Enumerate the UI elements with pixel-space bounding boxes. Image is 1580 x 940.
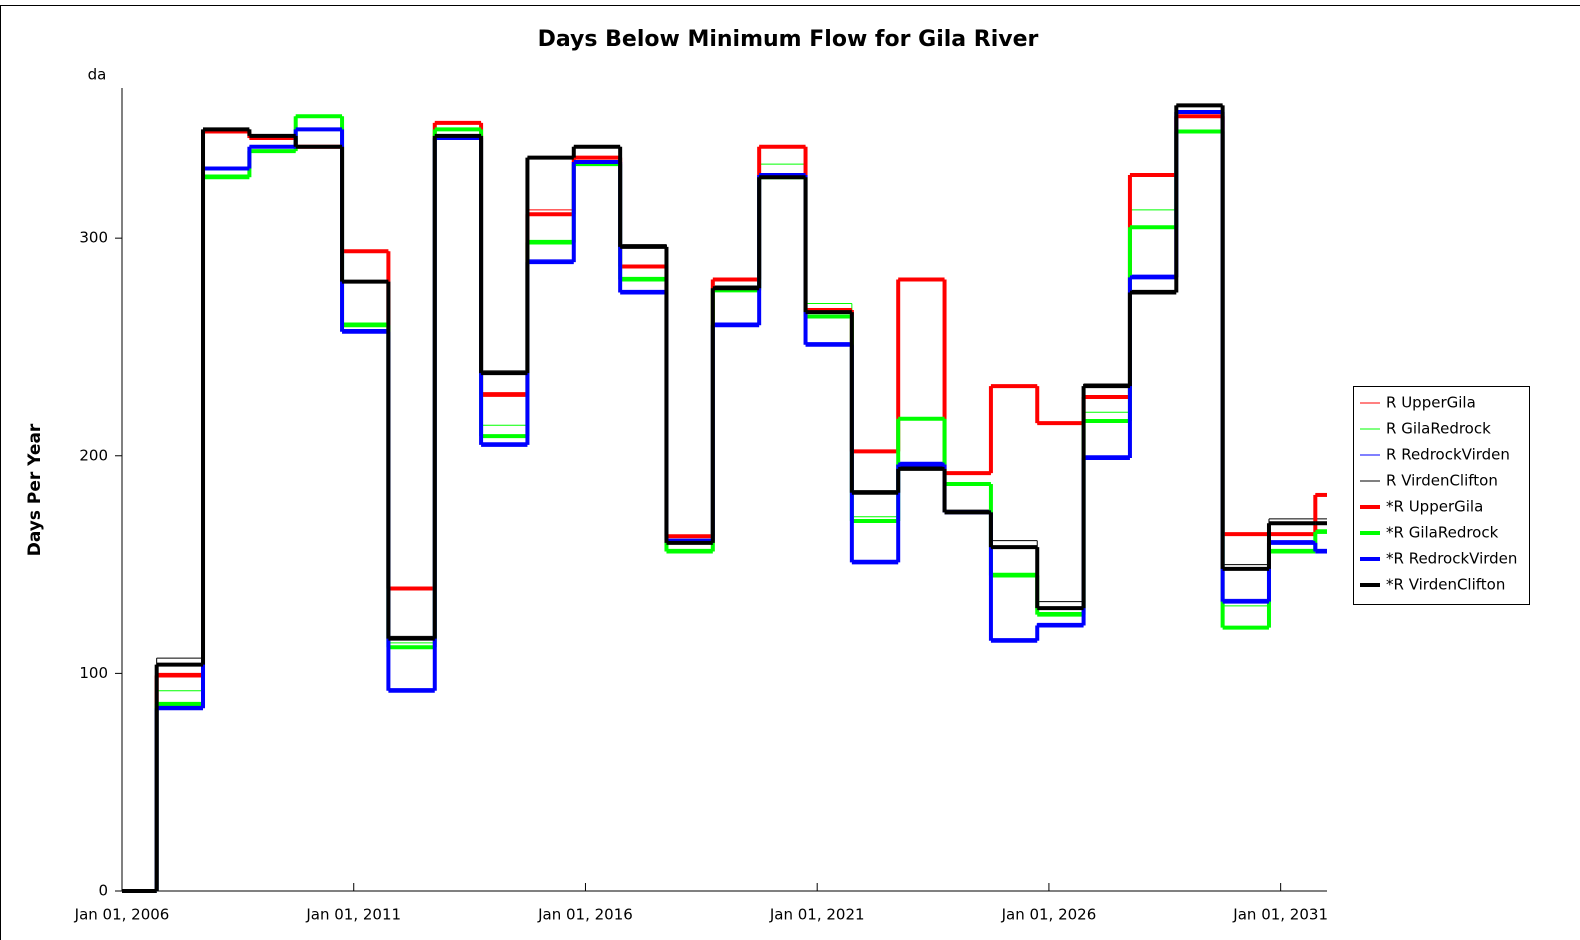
legend-label: *R RedrockVirden	[1386, 550, 1517, 568]
y-axis-label: Days Per Year	[25, 423, 45, 556]
legend-label: R RedrockVirden	[1386, 446, 1510, 464]
x-tick-label: Jan 01, 2016	[537, 906, 633, 924]
y-tick-label: 100	[79, 664, 108, 682]
frame	[0, 5, 1580, 940]
legend-label: R GilaRedrock	[1386, 420, 1491, 438]
y-tick-label: 200	[79, 446, 108, 464]
legend-label: *R GilaRedrock	[1386, 524, 1499, 542]
legend-label: R VirdenClifton	[1386, 472, 1498, 490]
x-tick-label: Jan 01, 2011	[305, 906, 401, 924]
chart-title: Days Below Minimum Flow for Gila River	[538, 27, 1039, 52]
legend-label: *R VirdenClifton	[1386, 576, 1505, 594]
y-tick-label: 300	[79, 229, 108, 247]
y-unit: da	[88, 66, 107, 84]
legend-label: R UpperGila	[1386, 394, 1476, 412]
x-tick-label: Jan 01, 2026	[1001, 906, 1097, 924]
legend-label: *R UpperGila	[1386, 498, 1483, 516]
legend-box	[1353, 386, 1530, 605]
x-tick-label: Jan 01, 2031	[1232, 906, 1328, 924]
y-tick-label: 0	[98, 882, 108, 900]
x-tick-label: Jan 01, 2021	[769, 906, 865, 924]
x-tick-label: Jan 01, 2006	[74, 906, 170, 924]
